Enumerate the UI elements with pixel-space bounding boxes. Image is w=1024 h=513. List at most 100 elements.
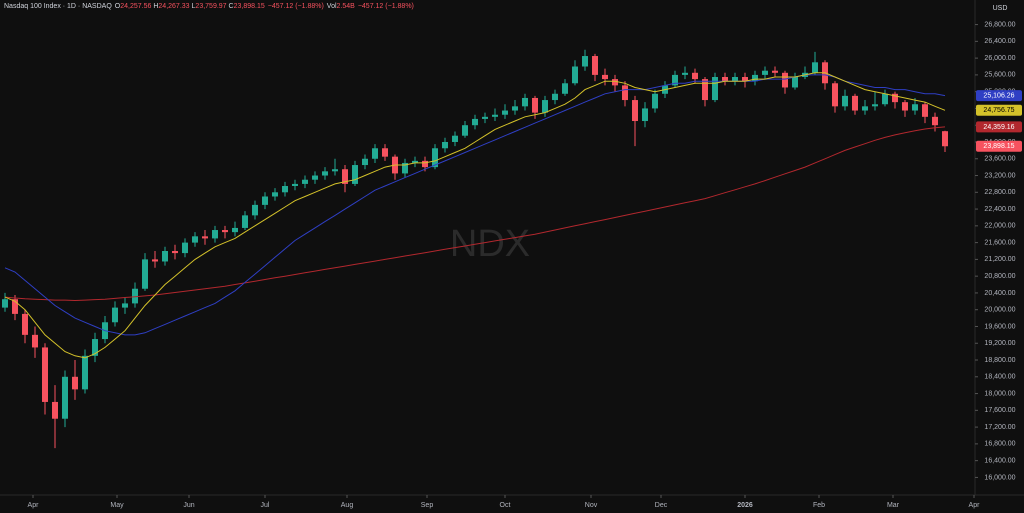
candle-body: [222, 230, 228, 233]
candle-body: [12, 299, 18, 314]
watermark: NDX: [450, 223, 530, 265]
candle-body: [442, 141, 448, 149]
candle-body: [272, 192, 278, 197]
ohlc-value: 23,898.15: [233, 3, 265, 10]
candle-body: [382, 148, 388, 157]
candle-body: [452, 135, 458, 142]
ohlc-value: 23,759.97: [195, 3, 227, 10]
price-tag: [976, 104, 1022, 116]
candle-body: [122, 303, 128, 308]
candle-body: [172, 251, 178, 254]
moving-average: [4, 74, 946, 336]
candle-body: [842, 95, 848, 107]
candle-body: [2, 299, 8, 308]
candle-body: [412, 160, 418, 163]
y-tick-label: 21,200.00: [984, 256, 1015, 263]
candle-body: [712, 76, 718, 101]
volume: Vol2.54B: [327, 3, 355, 10]
candle-body: [552, 93, 558, 101]
candle-body: [812, 62, 818, 73]
candle-body: [892, 93, 898, 103]
y-tick-label: 26,800.00: [984, 21, 1015, 28]
x-tick-label: Oct: [500, 502, 511, 509]
candle-body: [52, 401, 58, 419]
candle-body: [492, 114, 498, 117]
candle-body: [602, 74, 608, 80]
x-tick-label: Jul: [261, 502, 270, 509]
candle-body: [532, 97, 538, 113]
y-tick-label: 19,200.00: [984, 340, 1015, 347]
candle-body: [902, 102, 908, 111]
candle-body: [912, 104, 918, 111]
y-tick-label: 22,800.00: [984, 189, 1015, 196]
candle-body: [792, 76, 798, 88]
y-tick-label: 16,800.00: [984, 441, 1015, 448]
ohlc: O24,257.56 H24,267.33 L23,759.97 C23,898…: [115, 3, 265, 10]
candle-body: [342, 169, 348, 184]
candle-body: [182, 242, 188, 254]
candle-body: [42, 347, 48, 402]
candle-body: [482, 116, 488, 119]
candle-body: [572, 66, 578, 84]
price-tag-label: 23,898.15: [983, 143, 1014, 150]
candle-body: [682, 72, 688, 75]
candle-body: [932, 116, 938, 126]
currency: USD: [993, 5, 1008, 12]
x-tick-label: Feb: [813, 502, 825, 509]
y-tick-label: 25,600.00: [984, 72, 1015, 79]
price-tag-label: 24,359.16: [983, 124, 1014, 131]
candle-body: [642, 108, 648, 122]
candle-body: [162, 251, 168, 262]
candle-body: [862, 106, 868, 111]
candle-body: [132, 288, 138, 304]
candle-body: [502, 110, 508, 115]
candle-body: [722, 76, 728, 82]
candle-body: [512, 106, 518, 111]
candle-body: [362, 158, 368, 166]
candle-body: [622, 85, 628, 101]
candle-body: [692, 72, 698, 80]
x-tick-label: 2026: [737, 502, 753, 509]
candle-body: [322, 171, 328, 176]
price-tag-label: 24,756.75: [983, 107, 1014, 114]
x-tick-label: Apr: [28, 502, 40, 509]
y-tick-label: 16,400.00: [984, 457, 1015, 464]
moving-average: [4, 126, 946, 302]
candle-body: [522, 97, 528, 107]
candle-body: [232, 227, 238, 233]
candle-body: [562, 83, 568, 94]
price-tag: [976, 140, 1022, 152]
candle-body: [882, 93, 888, 105]
candle-body: [652, 93, 658, 109]
candle-body: [92, 339, 98, 356]
y-tick-label: 22,000.00: [984, 223, 1015, 230]
candle-body: [752, 74, 758, 82]
candle-body: [832, 83, 838, 107]
candle-body: [152, 259, 158, 262]
y-tick-label: 19,600.00: [984, 323, 1015, 330]
candle-body: [462, 125, 468, 136]
candle-body: [702, 79, 708, 101]
candle-body: [292, 183, 298, 187]
y-tick-label: 18,800.00: [984, 357, 1015, 364]
volume-value: 2.54B: [336, 3, 355, 10]
candle-body: [742, 76, 748, 82]
y-tick-label: 17,600.00: [984, 407, 1015, 414]
candle-body: [332, 169, 338, 172]
y-tick-label: 26,000.00: [984, 55, 1015, 62]
legend-header: Nasdaq 100 Index · 1D · NASDAQ O24,257.5…: [4, 3, 414, 10]
candle-body: [82, 355, 88, 390]
volume-change: −457.12 (−1.88%): [357, 3, 414, 10]
x-tick-label: May: [110, 502, 124, 509]
candle-body: [192, 236, 198, 243]
x-tick-label: Sep: [421, 502, 434, 509]
x-tick-label: Apr: [969, 502, 981, 509]
ohlc-value: 24,267.33: [158, 3, 190, 10]
candle-body: [302, 179, 308, 184]
price-axis-bg: [975, 0, 1024, 513]
ohlc-key: O: [114, 3, 121, 10]
x-tick-label: Jun: [183, 502, 194, 509]
price-tag: [976, 90, 1022, 102]
ohlc-key: L: [191, 3, 196, 10]
